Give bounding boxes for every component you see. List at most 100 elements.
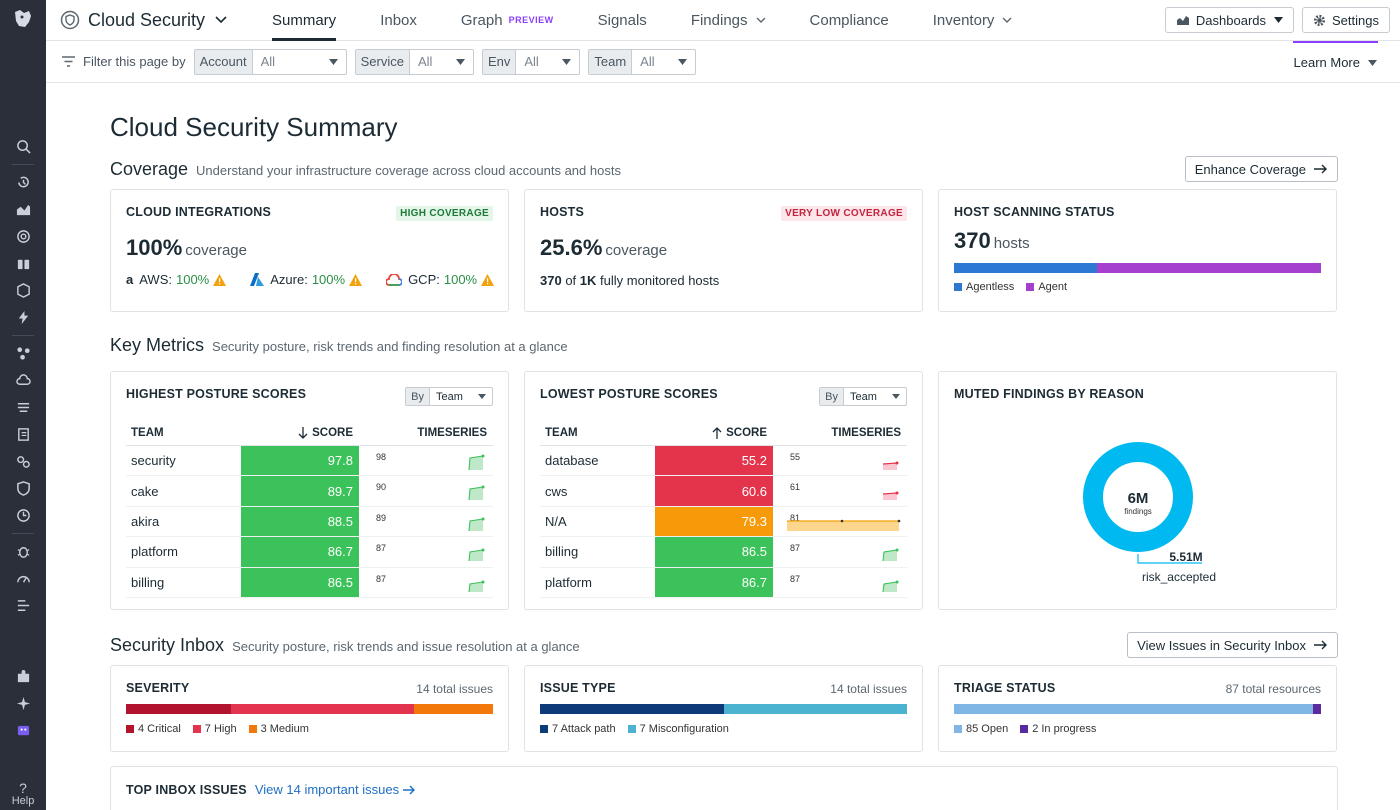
history-icon[interactable]: [8, 169, 38, 196]
service-filter[interactable]: Service All: [354, 48, 474, 75]
card-title: TRIAGE STATUS: [954, 681, 1056, 695]
lightning-icon[interactable]: [8, 304, 38, 331]
legend-item[interactable]: 4 Critical: [126, 723, 181, 735]
bug-icon[interactable]: [8, 538, 38, 565]
gauge-icon[interactable]: [8, 565, 38, 592]
bar-segment[interactable]: [414, 704, 493, 714]
dashboards-button[interactable]: Dashboards: [1164, 7, 1295, 33]
tab-signals[interactable]: Signals: [597, 11, 647, 29]
severity-legend: 4 Critical 7 High 3 Medium: [126, 723, 493, 735]
legend-item[interactable]: 7 High: [192, 723, 237, 735]
warning-icon: [349, 273, 363, 286]
hosts-card: HOSTS VERY LOW COVERAGE 25.6% coverage 37…: [524, 189, 923, 312]
bar-segment[interactable]: [540, 704, 724, 714]
coverage-value: 100%: [126, 235, 183, 260]
notebook-icon[interactable]: [8, 421, 38, 448]
tab-findings[interactable]: Findings: [669, 0, 788, 41]
tab-inventory[interactable]: Inventory: [911, 0, 1035, 41]
integrations-icon[interactable]: [8, 277, 38, 304]
monitors-icon[interactable]: [8, 223, 38, 250]
enhance-coverage-button[interactable]: Enhance Coverage: [1184, 156, 1338, 182]
legend-item[interactable]: 85 Open: [954, 723, 1008, 735]
table-row[interactable]: database 55.2 55: [540, 446, 907, 477]
group-by-select[interactable]: By Team: [405, 387, 493, 406]
cloud-icon[interactable]: [8, 367, 38, 394]
tab-inbox[interactable]: Inbox: [380, 11, 417, 29]
table-row[interactable]: N/A 79.3 81: [540, 506, 907, 538]
table-row[interactable]: akira 88.5 89: [126, 506, 493, 538]
search-icon[interactable]: [8, 133, 38, 160]
puzzle-icon[interactable]: [8, 663, 38, 690]
bits-ai-icon[interactable]: [8, 717, 38, 744]
table-row[interactable]: billing 86.5 87: [540, 537, 907, 568]
legend-item[interactable]: 7 Attack path: [540, 723, 616, 735]
preview-tag: PREVIEW: [508, 15, 554, 25]
score-cell: 86.5: [241, 567, 359, 597]
tab-summary[interactable]: Summary: [250, 0, 358, 41]
legend-item[interactable]: 7 Misconfiguration: [627, 723, 729, 735]
security-shield-icon[interactable]: [8, 475, 38, 502]
logs-icon[interactable]: [8, 394, 38, 421]
view-important-issues-link[interactable]: View 14 important issues: [255, 782, 416, 797]
bar-segment[interactable]: [723, 704, 907, 714]
timeseries-sparkline: [468, 548, 485, 562]
service-map-icon[interactable]: [8, 340, 38, 367]
product-switcher[interactable]: Cloud Security: [60, 10, 250, 31]
bar-segment[interactable]: [1312, 704, 1321, 714]
table-row[interactable]: cake 89.7 90: [126, 476, 493, 507]
card-title: HOST SCANNING STATUS: [954, 205, 1115, 219]
dashboards-icon[interactable]: [8, 196, 38, 223]
link-icon[interactable]: [8, 448, 38, 475]
datadog-logo-icon[interactable]: [0, 0, 46, 38]
env-filter[interactable]: Env All: [481, 48, 581, 75]
account-filter[interactable]: Account All: [193, 48, 347, 75]
triage-status-card: TRIAGE STATUS 87 total resources 85 Open…: [938, 665, 1337, 752]
table-row[interactable]: security 97.8 98: [126, 446, 493, 477]
legend-item[interactable]: 3 Medium: [248, 723, 309, 735]
ci-icon[interactable]: [8, 592, 38, 619]
help-link[interactable]: ? Help: [0, 781, 46, 807]
synthetics-icon[interactable]: [8, 502, 38, 529]
key-metrics-header: Key Metrics Security posture, risk trend…: [110, 332, 1338, 358]
team-filter[interactable]: Team All: [588, 48, 697, 75]
table-row[interactable]: platform 86.7 87: [126, 537, 493, 568]
timeseries-cell: 81: [773, 507, 907, 536]
security-inbox-header: Security Inbox Security posture, risk tr…: [110, 632, 1338, 658]
severity-bar: [126, 704, 493, 714]
sparkle-icon[interactable]: [8, 690, 38, 717]
sort-score-header[interactable]: SCORE: [241, 427, 359, 439]
tab-graph[interactable]: Graph PREVIEW: [460, 11, 554, 29]
chevron-down-icon: [215, 16, 227, 24]
learn-more-button[interactable]: Learn More: [1292, 40, 1378, 83]
muted-findings-card: MUTED FINDINGS BY REASON 6M findings 5.5…: [938, 371, 1337, 610]
main-content: Cloud Security Summary Coverage Understa…: [110, 83, 1338, 810]
card-title: TOP INBOX ISSUES: [126, 782, 247, 797]
help-icon: ?: [19, 780, 27, 796]
table-row[interactable]: cws 60.6 61: [540, 476, 907, 507]
donut-ring[interactable]: [1083, 442, 1193, 552]
view-issues-button[interactable]: View Issues in Security Inbox: [1127, 632, 1338, 658]
section-desc: Security posture, risk trends and issue …: [232, 638, 580, 654]
watchdog-icon[interactable]: [8, 250, 38, 277]
bar-segment[interactable]: [954, 704, 1313, 714]
team-name: akira: [131, 513, 160, 529]
group-by-select[interactable]: By Team: [819, 387, 907, 406]
legend-item[interactable]: 2 In progress: [1020, 723, 1096, 735]
team-name: billing: [545, 544, 579, 560]
timeseries-sparkline: [468, 517, 485, 531]
tab-compliance[interactable]: Compliance: [809, 11, 889, 29]
timeseries-value: 87: [790, 573, 801, 584]
bar-segment[interactable]: [126, 704, 231, 714]
team-name: cws: [545, 483, 568, 499]
donut-center-label: findings: [1124, 507, 1152, 516]
settings-button[interactable]: Settings: [1302, 7, 1390, 33]
sort-score-header[interactable]: SCORE: [655, 427, 773, 439]
slice-leader-line: [1137, 554, 1202, 564]
caret-down-icon: [455, 58, 465, 65]
warning-icon: [481, 273, 495, 286]
table-row[interactable]: platform 86.7 87: [540, 567, 907, 598]
chevron-down-icon: [756, 17, 766, 23]
arrow-right-icon: [403, 785, 416, 794]
bar-segment[interactable]: [230, 704, 415, 714]
table-row[interactable]: billing 86.5 87: [126, 567, 493, 598]
